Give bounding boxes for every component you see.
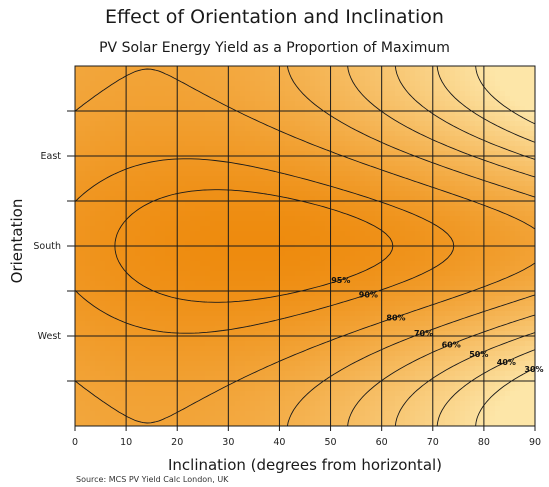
x-tick-label-90: 90: [529, 437, 541, 448]
contour-line-70: [286, 66, 535, 426]
contour-line-50: [394, 66, 535, 426]
contour-label-90: 90%: [359, 291, 378, 300]
source-note: Source: MCS PV Yield Calc London, UK: [76, 475, 229, 484]
contour-label-80: 80%: [386, 314, 405, 323]
chart-title: Effect of Orientation and Inclination: [105, 6, 444, 28]
x-tick-label-20: 20: [171, 437, 183, 448]
x-tick-label-80: 80: [478, 437, 490, 448]
chart-subtitle: PV Solar Energy Yield as a Proportion of…: [99, 40, 450, 56]
x-tick-label-50: 50: [325, 437, 337, 448]
x-tick-label-70: 70: [427, 437, 439, 448]
contour-label-95: 95%: [331, 276, 350, 285]
contour-label-40: 40%: [497, 358, 516, 367]
contour-line-40: [436, 66, 535, 426]
x-tick-label-40: 40: [273, 437, 285, 448]
y-tick-label-south: South: [33, 241, 61, 252]
y-tick-label-east: East: [41, 151, 62, 162]
contour-line-90: [75, 158, 455, 334]
x-tick-label-0: 0: [72, 437, 78, 448]
contour-label-50: 50%: [469, 350, 488, 359]
y-tick-label-west: West: [38, 331, 62, 342]
contour-label-70: 70%: [414, 329, 433, 338]
x-axis-label: Inclination (degrees from horizontal): [167, 456, 443, 474]
contour-line-60: [347, 66, 535, 426]
contour-line-30: [475, 66, 535, 426]
contour-label-30: 30%: [524, 365, 543, 374]
x-tick-label-30: 30: [222, 437, 234, 448]
contour-label-60: 60%: [442, 341, 461, 350]
contour-line-80: [75, 68, 535, 424]
x-tick-label-10: 10: [120, 437, 132, 448]
x-tick-label-60: 60: [376, 437, 388, 448]
